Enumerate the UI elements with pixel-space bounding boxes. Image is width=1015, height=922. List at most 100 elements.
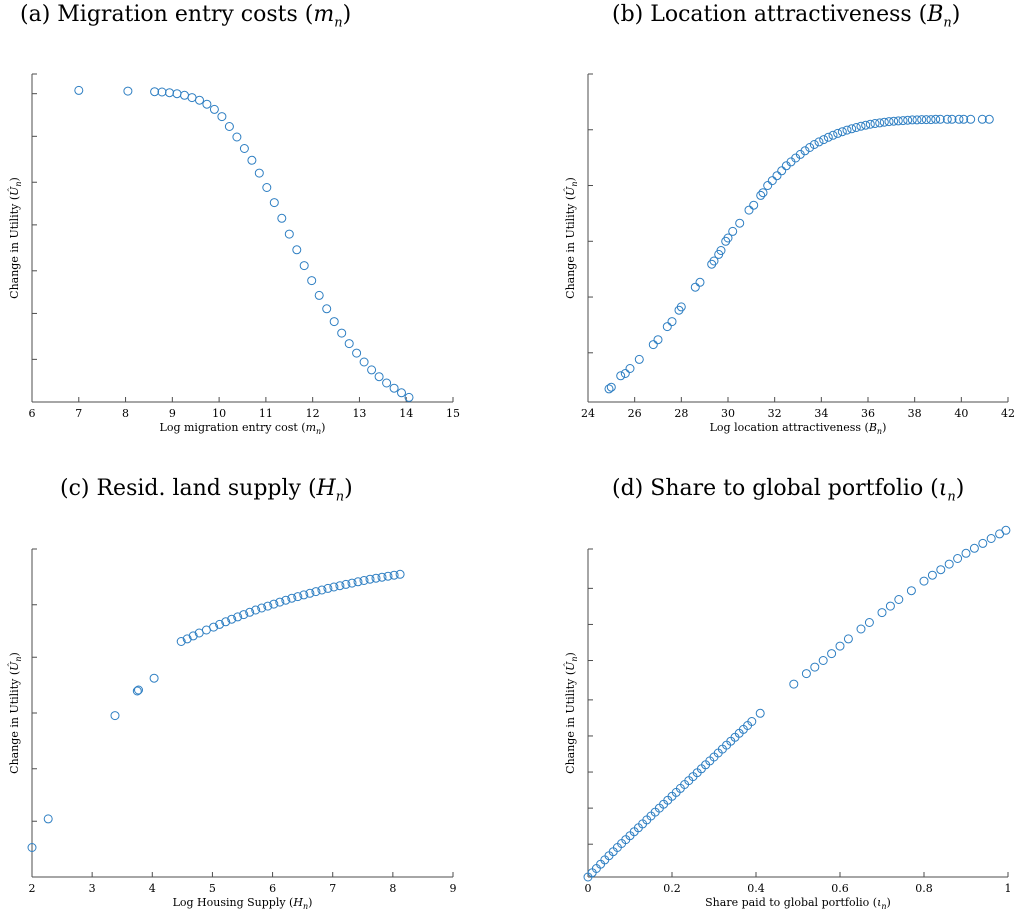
data-point <box>287 593 297 603</box>
data-point <box>337 328 347 338</box>
data-point <box>182 634 192 644</box>
data-point <box>676 302 686 312</box>
data-point <box>307 276 317 286</box>
data-point <box>961 548 971 558</box>
data-point <box>944 559 954 569</box>
data-point <box>269 198 279 208</box>
x-tick-label: 40 <box>954 407 968 420</box>
x-tick-label: 26 <box>628 407 642 420</box>
x-tick-label: 13 <box>352 407 366 420</box>
y-axis-label: Change in Utility (Ûn) <box>7 652 23 774</box>
data-point <box>329 317 339 327</box>
chart-title-d: (d) Share to global portfolio (ιn) <box>612 476 965 505</box>
data-point <box>947 114 957 124</box>
data-point <box>359 357 369 367</box>
chart-title-b: (b) Location attractiveness (Bn) <box>612 2 961 31</box>
data-point <box>335 581 345 591</box>
data-point <box>809 140 819 149</box>
data-point <box>758 188 768 198</box>
x-tick-label: 32 <box>768 407 782 420</box>
data-point <box>344 339 354 349</box>
x-tick-label: 0.8 <box>915 882 933 895</box>
x-tick-label: 24 <box>581 407 595 420</box>
data-point <box>912 115 922 125</box>
data-point <box>851 123 861 132</box>
data-point <box>755 708 765 718</box>
data-point <box>728 226 738 236</box>
data-point <box>870 119 880 128</box>
data-point <box>165 88 174 98</box>
x-tick-label: 10 <box>212 407 226 420</box>
x-tick-label: 0 <box>585 882 592 895</box>
data-point <box>389 570 399 580</box>
data-point <box>217 112 227 122</box>
chart-panel-d: 0 0.2 0.4 0.6 0.8 1 Share paid to global portf… <box>563 525 1012 911</box>
chart-panel-b: 24 26 28 30 32 34 36 38 40 42 Log location attract… <box>563 73 1015 436</box>
data-point <box>239 610 249 620</box>
data-point <box>835 641 845 651</box>
data-point <box>921 115 931 125</box>
data-point <box>604 384 614 394</box>
data-point <box>347 578 357 588</box>
data-point <box>827 649 837 659</box>
data-point <box>953 554 963 563</box>
data-point <box>819 135 829 145</box>
data-point <box>221 617 231 627</box>
data-point <box>224 122 234 131</box>
data-point <box>856 121 866 131</box>
x-tick-label: 6 <box>269 882 276 895</box>
data-point <box>254 168 264 178</box>
x-tick-label: 9 <box>169 407 176 420</box>
data-point <box>74 85 84 95</box>
y-axis-label: Change in Utility (Ûn) <box>7 177 23 299</box>
data-point <box>202 99 212 109</box>
data-point <box>377 572 387 582</box>
x-tick-label: 8 <box>122 407 129 420</box>
y-axis-label: Change in Utility (Ûn) <box>563 652 579 774</box>
data-point <box>648 340 658 350</box>
x-tick-label: 7 <box>329 882 336 895</box>
data-point <box>389 383 399 393</box>
data-point <box>150 87 160 97</box>
data-point <box>157 87 167 97</box>
data-point <box>404 392 414 402</box>
data-point <box>382 378 392 388</box>
data-point <box>716 246 726 255</box>
data-point <box>789 679 799 689</box>
x-tick-label: 36 <box>861 407 875 420</box>
data-point <box>149 673 159 683</box>
chart-panel-c: 2 3 4 5 6 7 8 9 Log Housing Supply (Hn) Change in… <box>7 548 457 911</box>
data-point <box>744 205 754 215</box>
data-point <box>123 86 133 96</box>
data-point <box>257 603 267 613</box>
x-tick-label: 30 <box>721 407 735 420</box>
x-tick-label: 0.2 <box>663 882 681 895</box>
data-point <box>843 634 853 644</box>
data-point <box>323 583 333 593</box>
data-point <box>275 597 285 607</box>
data-point <box>777 166 787 176</box>
data-point <box>620 369 630 378</box>
data-point <box>864 618 874 627</box>
data-point <box>907 115 917 125</box>
data-point <box>353 577 363 587</box>
data-point <box>43 814 53 824</box>
x-tick-label: 2 <box>29 882 36 895</box>
data-point <box>969 543 979 553</box>
data-point <box>317 585 327 595</box>
data-point <box>634 354 644 364</box>
data-point <box>209 104 219 114</box>
data-point <box>861 120 871 130</box>
x-tick-label: 11 <box>259 407 273 420</box>
x-tick-label: 38 <box>908 407 922 420</box>
data-point <box>723 233 733 243</box>
data-point <box>767 176 777 186</box>
x-axis-label: Log Housing Supply (Hn) <box>173 896 313 911</box>
data-point <box>818 656 828 665</box>
data-point <box>837 127 847 137</box>
data-point <box>986 534 996 543</box>
data-point <box>842 125 852 135</box>
data-point <box>954 114 964 124</box>
data-point <box>984 114 994 124</box>
data-point <box>877 608 887 618</box>
